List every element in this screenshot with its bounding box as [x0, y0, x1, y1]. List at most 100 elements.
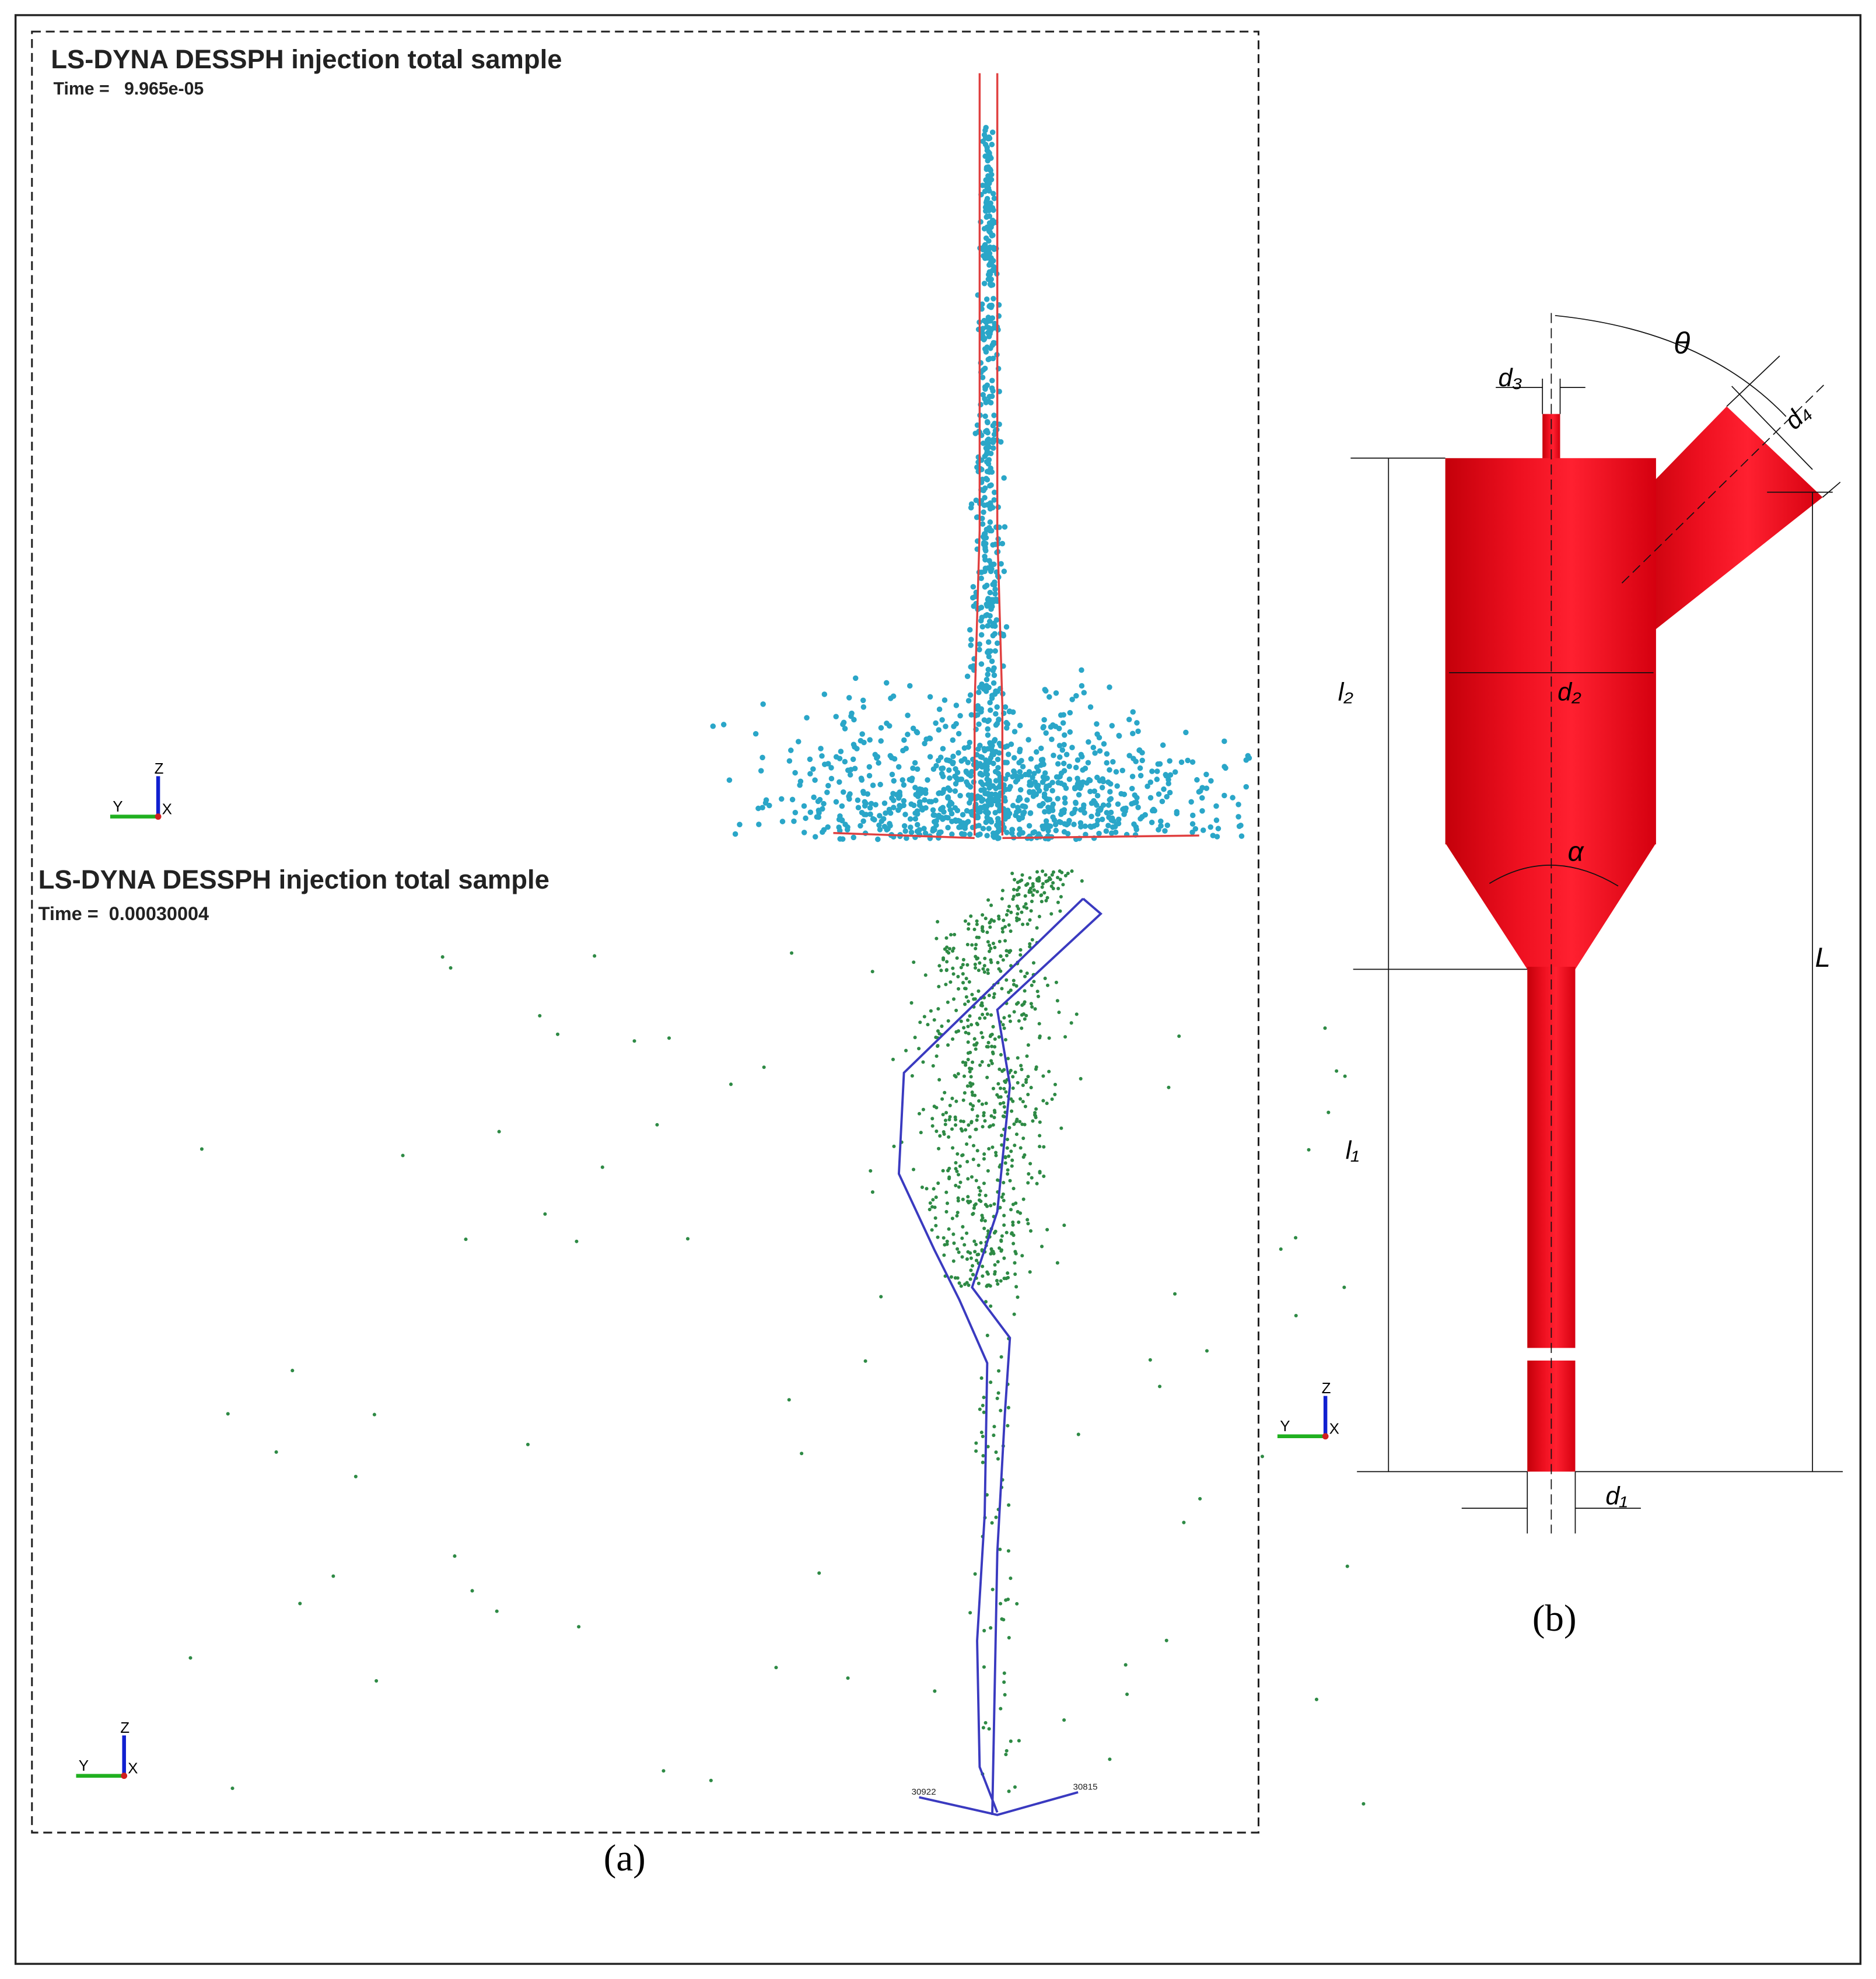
particle	[1006, 1172, 1010, 1176]
particle	[996, 802, 1003, 808]
particle	[1198, 1497, 1202, 1501]
particle	[1011, 1202, 1015, 1207]
particle	[873, 802, 878, 808]
particle	[908, 829, 915, 835]
axis-label: X	[162, 801, 172, 817]
particle	[984, 459, 990, 465]
particle	[984, 344, 990, 350]
particle	[900, 747, 906, 754]
particle	[1124, 1663, 1128, 1667]
particle	[1015, 904, 1019, 908]
particle	[974, 1441, 978, 1445]
particle	[1042, 688, 1049, 694]
particle	[953, 781, 959, 787]
particle	[1030, 899, 1034, 904]
particle	[970, 1067, 974, 1071]
particle	[1002, 1680, 1006, 1684]
particle	[274, 1450, 278, 1454]
axis-label: Y	[113, 799, 123, 815]
particle	[1040, 1244, 1044, 1249]
particle	[961, 972, 965, 976]
particle	[967, 1032, 971, 1036]
particle	[1041, 869, 1045, 873]
particle	[931, 1064, 935, 1068]
particle	[811, 794, 817, 800]
particle	[984, 324, 990, 330]
particle	[972, 928, 977, 932]
particle	[1030, 1005, 1034, 1009]
particle	[1071, 821, 1077, 827]
particle	[1155, 761, 1161, 767]
particle	[954, 1183, 958, 1187]
particle	[941, 1169, 945, 1173]
particle	[1053, 1092, 1057, 1097]
particle	[1006, 1597, 1010, 1602]
particle	[1094, 721, 1100, 727]
particle	[1107, 789, 1113, 795]
particle	[1002, 1671, 1006, 1675]
particle	[978, 779, 984, 785]
particle	[1236, 814, 1241, 820]
top-nozzle-outline	[833, 73, 1199, 840]
particle	[1188, 799, 1194, 805]
particle	[909, 1001, 914, 1005]
particle	[999, 1086, 1003, 1090]
particle	[1020, 764, 1026, 770]
particle	[1017, 1220, 1021, 1224]
particle	[1069, 697, 1075, 702]
particle	[200, 1147, 204, 1151]
particle	[984, 1194, 988, 1198]
particle	[959, 966, 963, 970]
particle	[1079, 667, 1084, 673]
particle	[930, 1124, 935, 1128]
particle	[966, 1025, 970, 1029]
particle	[980, 1102, 984, 1106]
particle	[1035, 926, 1039, 930]
dimension-label: α	[1567, 836, 1584, 867]
particle	[989, 377, 995, 383]
particle	[861, 739, 867, 746]
particle	[936, 706, 943, 712]
particle	[1066, 871, 1070, 876]
particle	[971, 1104, 975, 1108]
particle	[331, 1574, 335, 1578]
particle	[957, 1281, 961, 1285]
particle	[983, 1119, 987, 1123]
particle	[1016, 1001, 1020, 1005]
particle	[971, 1060, 975, 1064]
particle	[1002, 1223, 1006, 1227]
particle	[937, 1146, 941, 1151]
particle	[953, 1276, 957, 1280]
particle	[1057, 1011, 1061, 1015]
particle	[975, 814, 981, 820]
particle	[998, 1102, 1002, 1106]
particle	[1108, 1757, 1112, 1761]
particle	[1062, 1223, 1066, 1228]
particle	[970, 1175, 974, 1179]
particle	[1000, 1143, 1004, 1147]
particle	[1026, 1222, 1030, 1226]
particle	[922, 797, 928, 803]
particle	[913, 1036, 917, 1040]
particle	[901, 782, 907, 788]
particle	[946, 1019, 950, 1023]
particle	[1002, 524, 1008, 530]
particle	[999, 1053, 1003, 1057]
particle	[891, 778, 897, 784]
particle	[1002, 744, 1008, 750]
particle	[1074, 757, 1081, 763]
particle	[1033, 1114, 1038, 1118]
particle	[1028, 876, 1032, 880]
particle	[987, 740, 993, 746]
particle	[1007, 1125, 1012, 1130]
particle	[1058, 770, 1065, 776]
particle	[952, 788, 958, 794]
particle	[1005, 1230, 1009, 1235]
particle	[1024, 797, 1030, 803]
particle	[886, 723, 892, 729]
particle	[1094, 774, 1100, 781]
particle	[998, 1067, 1002, 1071]
particle	[989, 1204, 993, 1208]
bottom-nozzle-outline	[897, 897, 1102, 1816]
particle	[986, 1229, 990, 1233]
